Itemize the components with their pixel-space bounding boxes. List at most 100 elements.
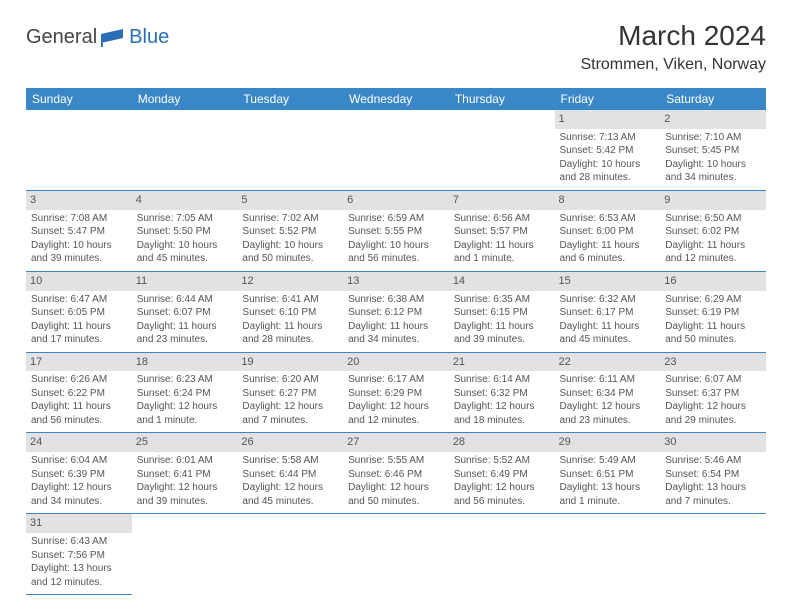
day-number: 15 <box>555 272 661 291</box>
sunrise-text: Sunrise: 6:14 AM <box>454 373 550 387</box>
day-number: 29 <box>555 433 661 452</box>
daylight-text: and 17 minutes. <box>31 333 127 347</box>
daylight-text: Daylight: 12 hours <box>242 481 338 495</box>
daylight-text: and 39 minutes. <box>454 333 550 347</box>
daylight-text: and 45 minutes. <box>242 495 338 509</box>
calendar-week-row: 3Sunrise: 7:08 AMSunset: 5:47 PMDaylight… <box>26 190 766 271</box>
sunrise-text: Sunrise: 5:49 AM <box>560 454 656 468</box>
daylight-text: Daylight: 11 hours <box>560 239 656 253</box>
day-number: 19 <box>237 353 343 372</box>
daylight-text: Daylight: 11 hours <box>665 239 761 253</box>
calendar-day-cell: 30Sunrise: 5:46 AMSunset: 6:54 PMDayligh… <box>660 433 766 514</box>
daylight-text: Daylight: 10 hours <box>665 158 761 172</box>
calendar-day-cell <box>449 514 555 595</box>
calendar-week-row: 17Sunrise: 6:26 AMSunset: 6:22 PMDayligh… <box>26 352 766 433</box>
sunset-text: Sunset: 6:19 PM <box>665 306 761 320</box>
calendar-day-cell: 14Sunrise: 6:35 AMSunset: 6:15 PMDayligh… <box>449 271 555 352</box>
daylight-text: Daylight: 12 hours <box>348 400 444 414</box>
logo-text-general: General <box>26 26 97 49</box>
daylight-text: Daylight: 10 hours <box>137 239 233 253</box>
calendar-day-cell: 24Sunrise: 6:04 AMSunset: 6:39 PMDayligh… <box>26 433 132 514</box>
sunrise-text: Sunrise: 6:11 AM <box>560 373 656 387</box>
sunset-text: Sunset: 6:41 PM <box>137 468 233 482</box>
calendar-day-cell: 7Sunrise: 6:56 AMSunset: 5:57 PMDaylight… <box>449 190 555 271</box>
daylight-text: Daylight: 12 hours <box>665 400 761 414</box>
day-number: 31 <box>26 514 132 533</box>
sunset-text: Sunset: 5:42 PM <box>560 144 656 158</box>
daylight-text: and 50 minutes. <box>665 333 761 347</box>
calendar-day-cell: 23Sunrise: 6:07 AMSunset: 6:37 PMDayligh… <box>660 352 766 433</box>
daylight-text: Daylight: 11 hours <box>454 320 550 334</box>
day-number: 8 <box>555 191 661 210</box>
calendar-day-cell: 17Sunrise: 6:26 AMSunset: 6:22 PMDayligh… <box>26 352 132 433</box>
sunset-text: Sunset: 6:12 PM <box>348 306 444 320</box>
weekday-header-row: Sunday Monday Tuesday Wednesday Thursday… <box>26 88 766 110</box>
daylight-text: Daylight: 12 hours <box>454 481 550 495</box>
daylight-text: and 12 minutes. <box>348 414 444 428</box>
calendar-day-cell <box>26 110 132 190</box>
sunrise-text: Sunrise: 7:13 AM <box>560 131 656 145</box>
day-number: 3 <box>26 191 132 210</box>
calendar-week-row: 1 Sunrise: 7:13 AMSunset: 5:42 PM Daylight… <box>26 110 766 190</box>
sunrise-text: Sunrise: 7:02 AM <box>242 212 338 226</box>
day-number: 6 <box>343 191 449 210</box>
header: General Blue March 2024 Strommen, Viken,… <box>26 20 766 74</box>
calendar-day-cell: 8Sunrise: 6:53 AMSunset: 6:00 PMDaylight… <box>555 190 661 271</box>
calendar-day-cell <box>343 514 449 595</box>
day-number: 1 <box>555 110 661 129</box>
day-number: 26 <box>237 433 343 452</box>
day-number: 24 <box>26 433 132 452</box>
sunrise-text: Sunrise: 6:38 AM <box>348 293 444 307</box>
daylight-text: and 23 minutes. <box>137 333 233 347</box>
sunset-text: Sunset: 6:17 PM <box>560 306 656 320</box>
daylight-text: Daylight: 11 hours <box>31 320 127 334</box>
day-number: 28 <box>449 433 555 452</box>
sunrise-text: Sunrise: 6:35 AM <box>454 293 550 307</box>
day-number: 30 <box>660 433 766 452</box>
sunset-text: Sunset: 5:52 PM <box>242 225 338 239</box>
calendar-day-cell: 25Sunrise: 6:01 AMSunset: 6:41 PMDayligh… <box>132 433 238 514</box>
calendar-table: Sunday Monday Tuesday Wednesday Thursday… <box>26 88 766 595</box>
day-number: 4 <box>132 191 238 210</box>
daylight-text: and 50 minutes. <box>348 495 444 509</box>
sunset-text: Sunset: 5:50 PM <box>137 225 233 239</box>
sunset-text: Sunset: 6:05 PM <box>31 306 127 320</box>
calendar-day-cell: 4Sunrise: 7:05 AMSunset: 5:50 PMDaylight… <box>132 190 238 271</box>
sunrise-text: Sunrise: 6:44 AM <box>137 293 233 307</box>
sunset-text: Sunset: 7:56 PM <box>31 549 127 563</box>
sunrise-text: Sunrise: 7:10 AM <box>665 131 761 145</box>
daylight-text: Daylight: 12 hours <box>137 400 233 414</box>
sunset-text: Sunset: 6:07 PM <box>137 306 233 320</box>
calendar-day-cell: 13Sunrise: 6:38 AMSunset: 6:12 PMDayligh… <box>343 271 449 352</box>
calendar-day-cell: 16Sunrise: 6:29 AMSunset: 6:19 PMDayligh… <box>660 271 766 352</box>
daylight-text: and 45 minutes. <box>560 333 656 347</box>
day-number: 22 <box>555 353 661 372</box>
calendar-day-cell <box>660 514 766 595</box>
day-number: 10 <box>26 272 132 291</box>
calendar-day-cell <box>132 110 238 190</box>
weekday-header: Saturday <box>660 88 766 110</box>
sunset-text: Sunset: 5:55 PM <box>348 225 444 239</box>
sunset-text: Sunset: 6:24 PM <box>137 387 233 401</box>
day-number: 27 <box>343 433 449 452</box>
calendar-day-cell: 11Sunrise: 6:44 AMSunset: 6:07 PMDayligh… <box>132 271 238 352</box>
sunrise-text: Sunrise: 5:58 AM <box>242 454 338 468</box>
daylight-text: and 45 minutes. <box>137 252 233 266</box>
daylight-text: Daylight: 10 hours <box>348 239 444 253</box>
sunset-text: Sunset: 6:39 PM <box>31 468 127 482</box>
calendar-day-cell: 22Sunrise: 6:11 AMSunset: 6:34 PMDayligh… <box>555 352 661 433</box>
sunset-text: Sunset: 6:51 PM <box>560 468 656 482</box>
weekday-header: Monday <box>132 88 238 110</box>
daylight-text: and 34 minutes. <box>31 495 127 509</box>
daylight-text: Daylight: 11 hours <box>242 320 338 334</box>
sunrise-text: Sunrise: 5:46 AM <box>665 454 761 468</box>
day-number: 9 <box>660 191 766 210</box>
sunrise-text: Sunrise: 5:52 AM <box>454 454 550 468</box>
calendar-day-cell <box>449 110 555 190</box>
daylight-text: and 1 minute. <box>454 252 550 266</box>
calendar-day-cell: 20Sunrise: 6:17 AMSunset: 6:29 PMDayligh… <box>343 352 449 433</box>
weekday-header: Sunday <box>26 88 132 110</box>
logo: General Blue <box>26 26 169 49</box>
daylight-text: Daylight: 10 hours <box>242 239 338 253</box>
calendar-day-cell: 6Sunrise: 6:59 AMSunset: 5:55 PMDaylight… <box>343 190 449 271</box>
